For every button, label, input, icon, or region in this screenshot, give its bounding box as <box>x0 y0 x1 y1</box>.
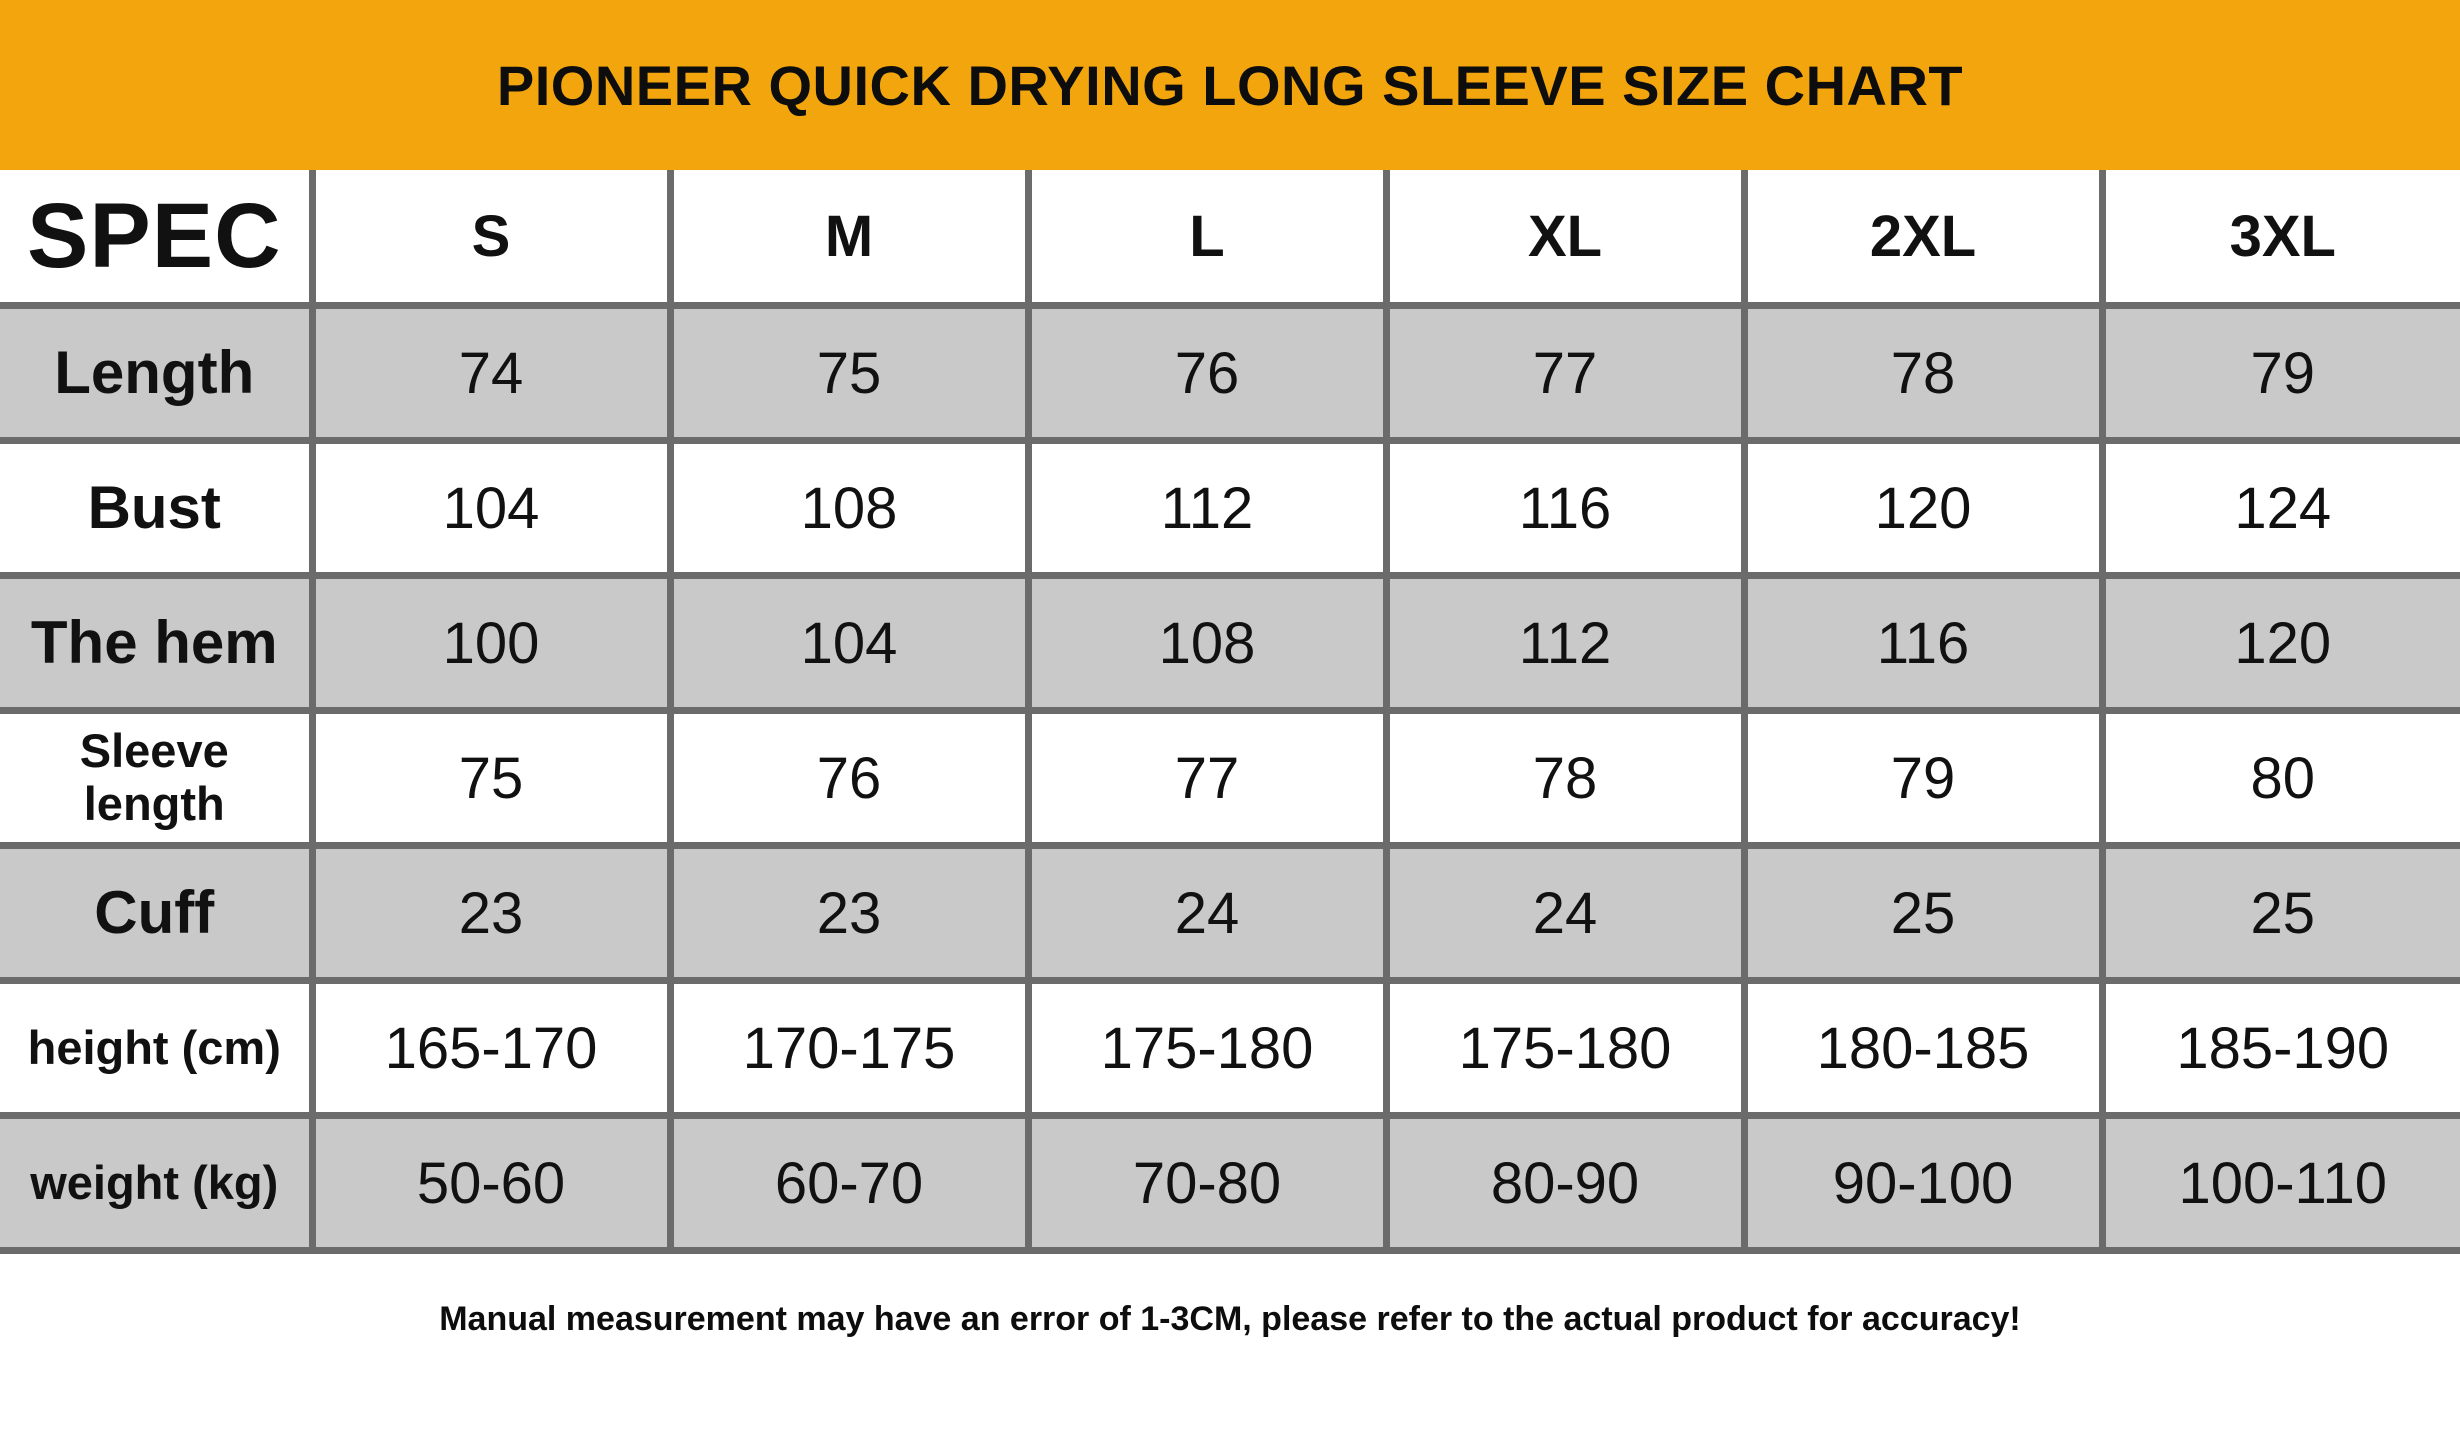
title-bar: PIONEER QUICK DRYING LONG SLEEVE SIZE CH… <box>0 0 2460 170</box>
cell-cuff-xl: 24 <box>1382 842 1748 984</box>
cell-height-2xl: 180-185 <box>1740 977 2106 1119</box>
cell-weight-2xl: 90-100 <box>1740 1112 2106 1254</box>
table-row-sleeve-length: Sleeve length 75 76 77 78 79 80 <box>0 707 2460 849</box>
row-label-sleeve-length: Sleeve length <box>0 707 316 849</box>
cell-sleeve-m: 76 <box>666 707 1032 849</box>
cell-bust-s: 104 <box>308 437 674 579</box>
cell-height-s: 165-170 <box>308 977 674 1119</box>
row-label-cuff: Cuff <box>0 842 316 984</box>
size-header-l: L <box>1024 170 1390 309</box>
cell-height-3xl: 185-190 <box>2098 977 2460 1119</box>
page-title: PIONEER QUICK DRYING LONG SLEEVE SIZE CH… <box>496 53 1964 117</box>
cell-sleeve-xl: 78 <box>1382 707 1748 849</box>
size-header-xl: XL <box>1382 170 1748 309</box>
size-header-row: SPEC S M L XL 2XL 3XL <box>0 170 2460 309</box>
cell-cuff-s: 23 <box>308 842 674 984</box>
cell-bust-2xl: 120 <box>1740 437 2106 579</box>
cell-hem-s: 100 <box>308 572 674 714</box>
row-label-hem: The hem <box>0 572 316 714</box>
cell-bust-xl: 116 <box>1382 437 1748 579</box>
cell-length-3xl: 79 <box>2098 302 2460 444</box>
cell-hem-2xl: 116 <box>1740 572 2106 714</box>
cell-sleeve-2xl: 79 <box>1740 707 2106 849</box>
cell-length-xl: 77 <box>1382 302 1748 444</box>
cell-height-l: 175-180 <box>1024 977 1390 1119</box>
cell-weight-3xl: 100-110 <box>2098 1112 2460 1254</box>
cell-bust-3xl: 124 <box>2098 437 2460 579</box>
table-row-cuff: Cuff 23 23 24 24 25 25 <box>0 842 2460 984</box>
cell-length-s: 74 <box>308 302 674 444</box>
cell-bust-l: 112 <box>1024 437 1390 579</box>
cell-sleeve-l: 77 <box>1024 707 1390 849</box>
cell-hem-xl: 112 <box>1382 572 1748 714</box>
size-header-m: M <box>666 170 1032 309</box>
table-row-length: Length 74 75 76 77 78 79 <box>0 302 2460 444</box>
row-label-length: Length <box>0 302 316 444</box>
cell-length-2xl: 78 <box>1740 302 2106 444</box>
spec-header-cell: SPEC <box>0 170 316 309</box>
size-header-s: S <box>308 170 674 309</box>
row-label-bust: Bust <box>0 437 316 579</box>
table-row-weight: weight (kg) 50-60 60-70 70-80 80-90 90-1… <box>0 1112 2460 1254</box>
measurement-note: Manual measurement may have an error of … <box>439 1300 2021 1338</box>
cell-weight-m: 60-70 <box>666 1112 1032 1254</box>
cell-cuff-3xl: 25 <box>2098 842 2460 984</box>
size-table: SPEC S M L XL 2XL 3XL Length 74 75 76 77… <box>0 170 2460 1254</box>
row-label-weight: weight (kg) <box>0 1112 316 1254</box>
cell-hem-l: 108 <box>1024 572 1390 714</box>
cell-cuff-2xl: 25 <box>1740 842 2106 984</box>
cell-length-m: 75 <box>666 302 1032 444</box>
cell-cuff-l: 24 <box>1024 842 1390 984</box>
cell-weight-s: 50-60 <box>308 1112 674 1254</box>
cell-bust-m: 108 <box>666 437 1032 579</box>
cell-sleeve-3xl: 80 <box>2098 707 2460 849</box>
cell-weight-l: 70-80 <box>1024 1112 1390 1254</box>
size-header-3xl: 3XL <box>2098 170 2460 309</box>
row-label-height: height (cm) <box>0 977 316 1119</box>
table-row-hem: The hem 100 104 108 112 116 120 <box>0 572 2460 714</box>
cell-length-l: 76 <box>1024 302 1390 444</box>
cell-height-xl: 175-180 <box>1382 977 1748 1119</box>
cell-height-m: 170-175 <box>666 977 1032 1119</box>
table-row-height: height (cm) 165-170 170-175 175-180 175-… <box>0 977 2460 1119</box>
size-header-2xl: 2XL <box>1740 170 2106 309</box>
cell-cuff-m: 23 <box>666 842 1032 984</box>
cell-sleeve-s: 75 <box>308 707 674 849</box>
cell-weight-xl: 80-90 <box>1382 1112 1748 1254</box>
table-row-bust: Bust 104 108 112 116 120 124 <box>0 437 2460 579</box>
cell-hem-3xl: 120 <box>2098 572 2460 714</box>
cell-hem-m: 104 <box>666 572 1032 714</box>
